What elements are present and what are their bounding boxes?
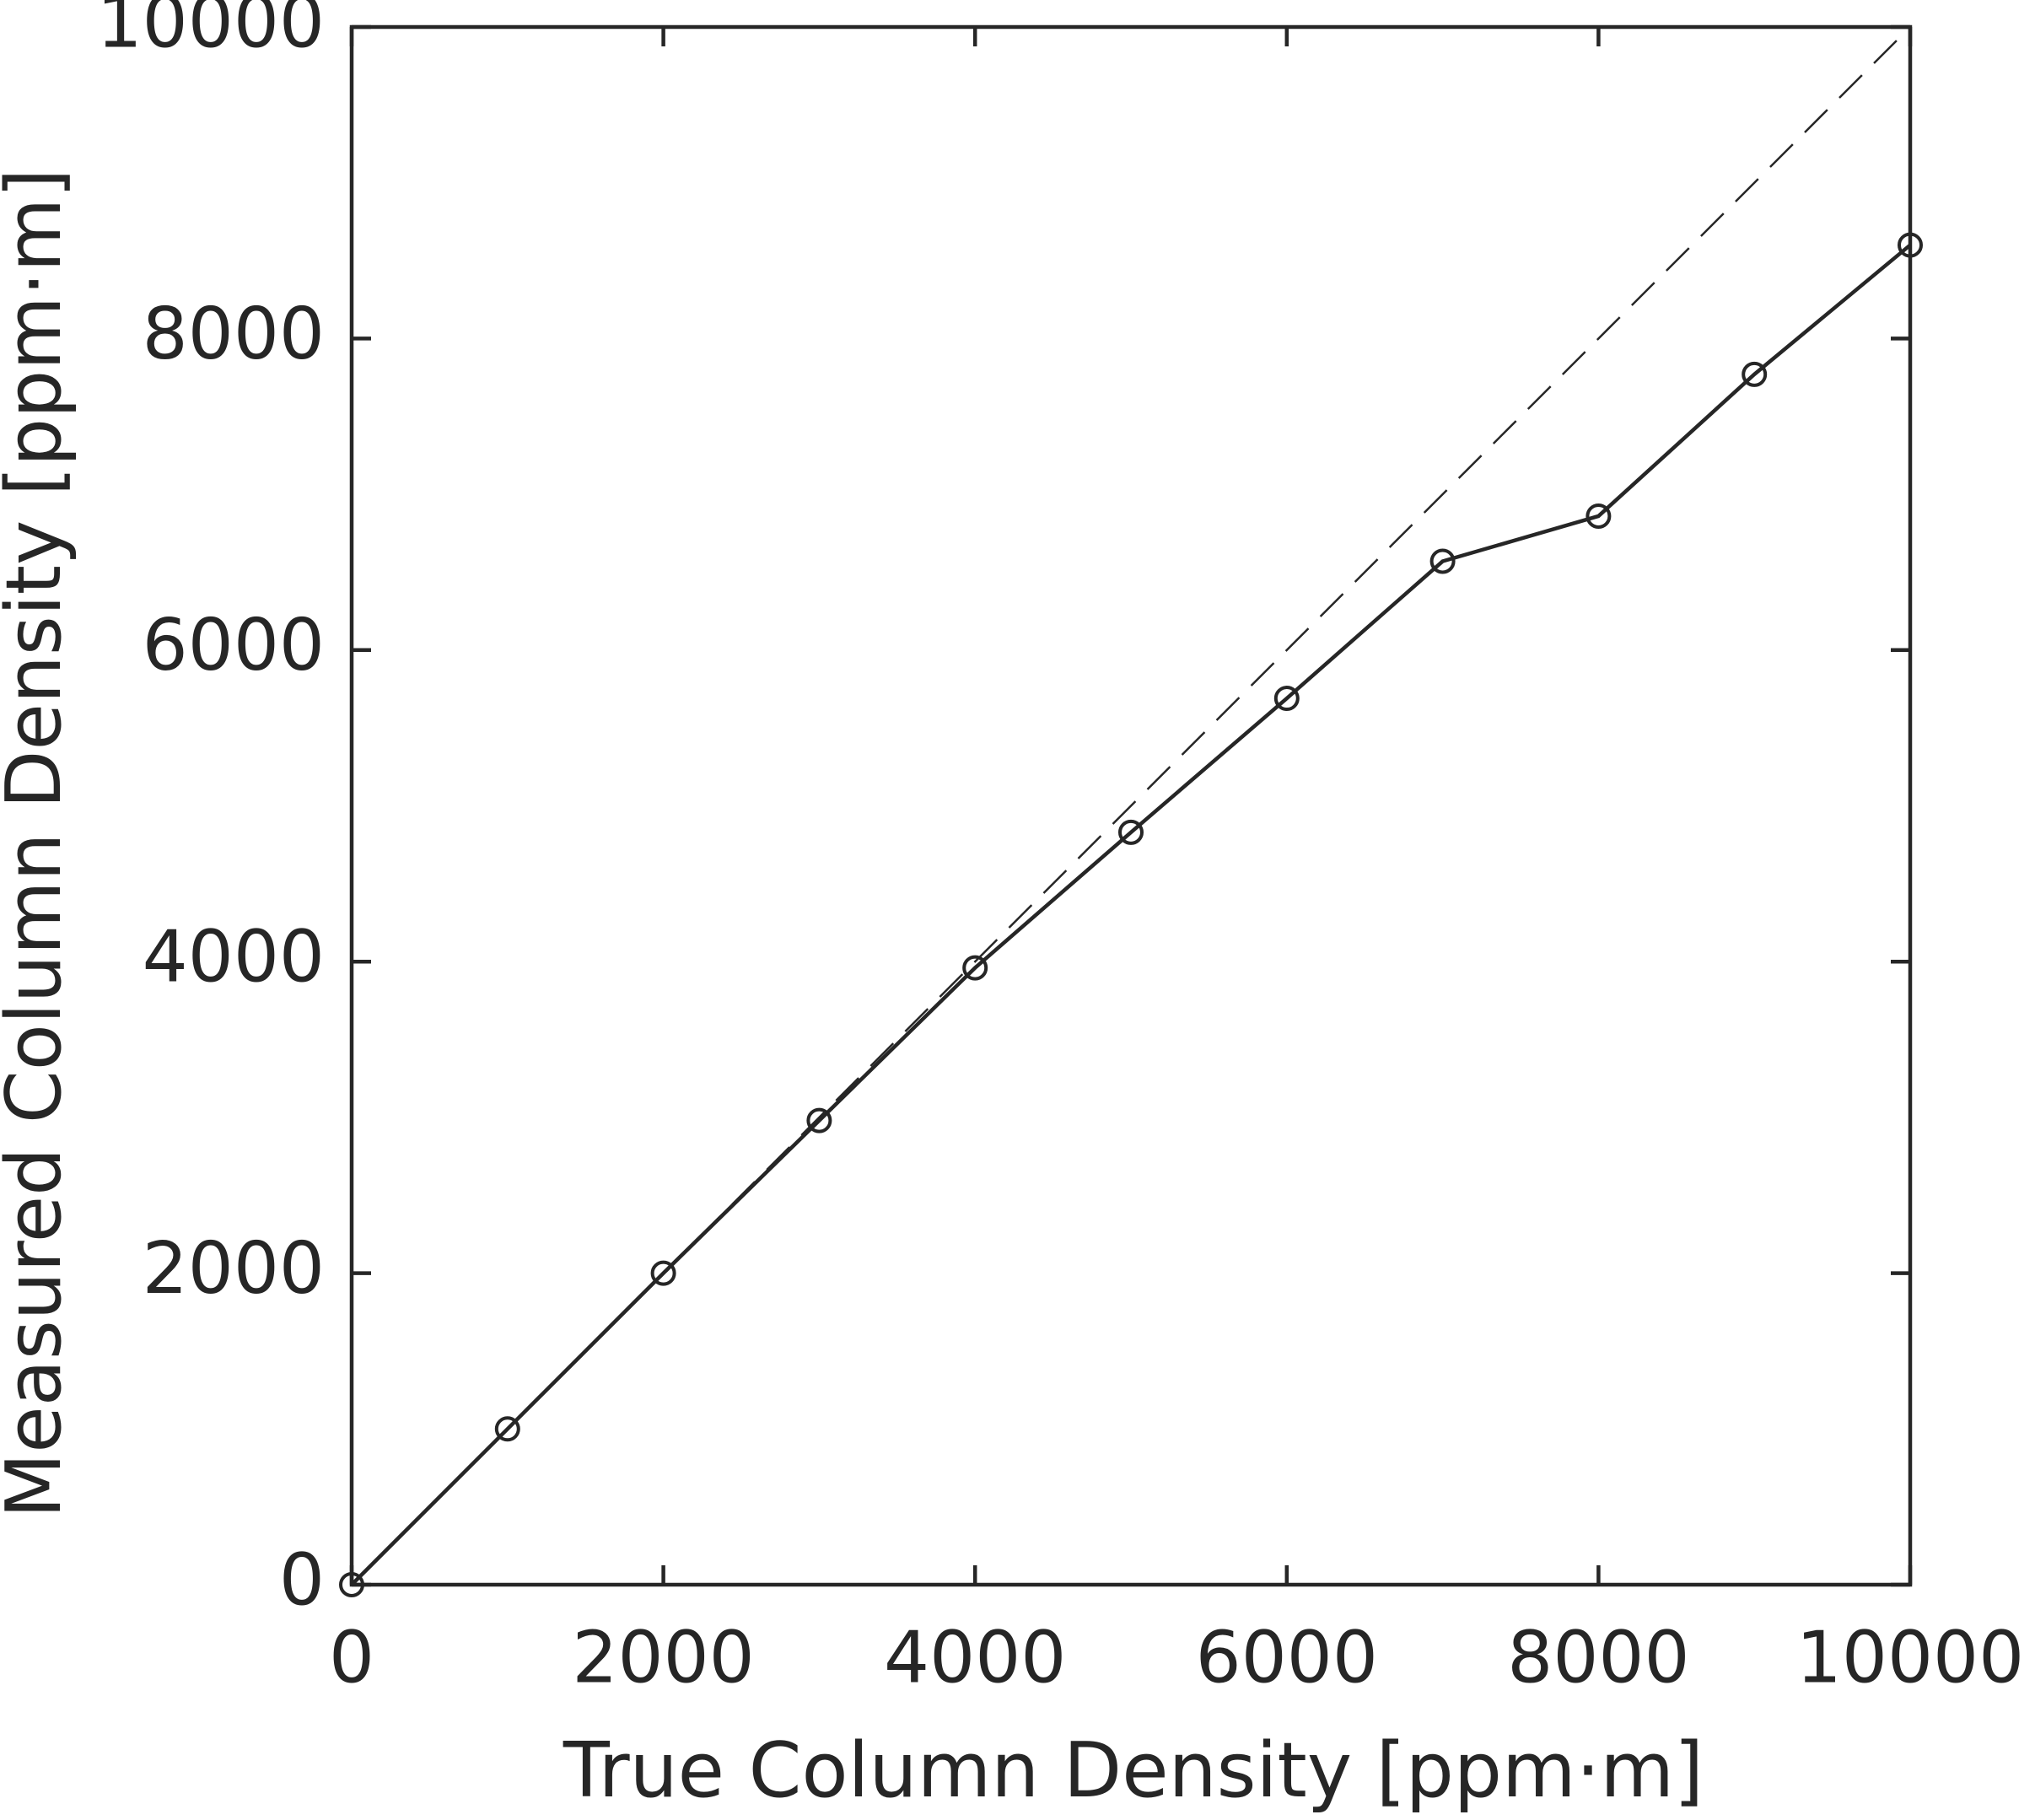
x-axis-label: True Column Density [ppm·m] <box>563 1726 1704 1815</box>
data-point <box>1742 361 1768 387</box>
x-tick-label: 10000 <box>1796 1616 2024 1699</box>
x-tick-label: 4000 <box>884 1616 1066 1699</box>
y-tick-label: 8000 <box>143 293 325 376</box>
y-tick-label: 10000 <box>97 0 325 64</box>
x-tick-label: 6000 <box>1196 1616 1378 1699</box>
data-point <box>962 955 988 981</box>
y-tick-label: 6000 <box>143 604 325 687</box>
data-point <box>806 1107 832 1133</box>
data-point <box>339 1572 364 1597</box>
y-tick-label: 0 <box>279 1538 325 1622</box>
x-tick-label: 2000 <box>572 1616 754 1699</box>
y-tick-label: 2000 <box>143 1227 325 1311</box>
y-axis-label: Measured Column Density [ppm·m] <box>0 169 78 1519</box>
data-point <box>650 1260 676 1286</box>
reference-line <box>351 26 1911 1586</box>
data-point <box>1898 232 1923 258</box>
plot-frame <box>349 24 1913 1587</box>
data-point <box>494 1416 520 1442</box>
x-tick-label: 8000 <box>1507 1616 1689 1699</box>
y-tick-label: 4000 <box>143 916 325 999</box>
x-tick-label: 0 <box>329 1616 374 1699</box>
data-point <box>1585 503 1612 529</box>
data-point <box>1273 686 1300 712</box>
series-line <box>350 243 1912 1586</box>
data-point <box>1429 548 1456 574</box>
data-point <box>1118 819 1144 845</box>
